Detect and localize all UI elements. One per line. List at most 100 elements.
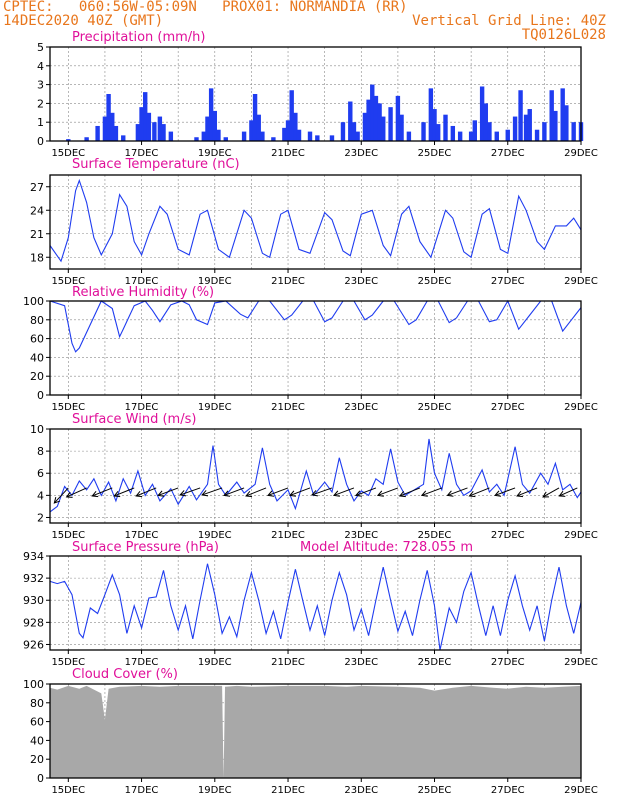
wind-arrow-shaft xyxy=(516,487,538,497)
pressure-xtick-label: 29DEC xyxy=(564,657,598,668)
cloud-cover-xtick-label: 27DEC xyxy=(491,785,525,796)
precipitation-bar xyxy=(542,122,547,141)
precipitation-bar xyxy=(168,131,174,141)
precipitation-bar xyxy=(560,88,565,141)
precipitation-bar xyxy=(494,131,499,141)
precipitation-bar xyxy=(135,124,141,141)
precipitation-bar xyxy=(571,122,576,141)
precipitation-bar xyxy=(285,120,291,141)
precipitation-bar xyxy=(348,101,353,141)
humidity-ytick-label: 20 xyxy=(30,370,44,383)
precipitation-xtick-label: 21DEC xyxy=(271,148,305,159)
humidity-ytick-label: 80 xyxy=(30,314,44,327)
precipitation-bar xyxy=(84,137,89,141)
precipitation-bar xyxy=(406,131,412,141)
precipitation-bar xyxy=(468,131,474,141)
cloud-cover-xtick-label: 17DEC xyxy=(125,785,159,796)
precipitation-bar xyxy=(329,135,335,141)
precipitation-title: Precipitation (mm/h) xyxy=(72,30,205,45)
precipitation-frame xyxy=(49,46,582,142)
precipitation-xtick-label: 23DEC xyxy=(344,148,378,159)
wind-xtick-label: 27DEC xyxy=(491,530,525,541)
precipitation-bar xyxy=(399,114,404,141)
precipitation-bar xyxy=(152,122,157,141)
precipitation-bar xyxy=(534,129,540,141)
precipitation-ytick-label: 5 xyxy=(37,41,44,54)
precipitation-bar xyxy=(366,99,371,141)
wind-arrow-head xyxy=(354,490,362,497)
wind-arrow-head xyxy=(179,490,187,497)
precipitation-bar xyxy=(282,127,287,141)
precipitation-bar xyxy=(351,122,357,141)
precipitation-bar xyxy=(293,112,298,141)
precipitation-bar xyxy=(340,122,346,141)
wind-arrow-shaft xyxy=(421,487,443,496)
precipitation-bar xyxy=(256,114,261,141)
precipitation-bar xyxy=(146,112,152,141)
pressure-line xyxy=(49,563,582,651)
temperature-xtick-label: 27DEC xyxy=(491,276,525,287)
humidity-xtick-label: 27DEC xyxy=(491,402,525,413)
humidity-xtick-label: 17DEC xyxy=(125,402,159,413)
humidity-frame xyxy=(49,300,582,396)
precipitation-bar xyxy=(512,116,518,141)
wind-arrow-head xyxy=(135,490,143,498)
wind-arrow-head xyxy=(65,491,73,498)
wind-xtick-label: 17DEC xyxy=(125,530,159,541)
precipitation-bar xyxy=(271,137,276,141)
temperature-line xyxy=(49,178,582,263)
precipitation-xtick-label: 29DEC xyxy=(564,148,598,159)
wind-arrow-head xyxy=(542,491,550,498)
precipitation-bar xyxy=(370,84,375,141)
pressure-ytick-label: 934 xyxy=(23,550,44,563)
precipitation-bar xyxy=(194,137,199,141)
humidity-ytick-label: 0 xyxy=(37,389,44,402)
precipitation-bar xyxy=(381,116,386,141)
precipitation-bar xyxy=(205,116,210,141)
humidity-ytick-label: 40 xyxy=(30,351,44,364)
wind-arrow-shaft xyxy=(447,487,468,496)
wind-xtick-label: 15DEC xyxy=(51,530,85,541)
precipitation-bar xyxy=(249,120,254,141)
wind-arrow-head xyxy=(223,490,231,497)
precipitation-bar xyxy=(241,131,247,141)
cloud-cover-ytick-label: 0 xyxy=(37,772,44,785)
pressure-xtick-label: 23DEC xyxy=(344,657,378,668)
wind-arrow-head xyxy=(332,490,340,497)
temperature-xtick-label: 19DEC xyxy=(198,276,232,287)
wind-arrow-shaft xyxy=(494,487,516,496)
wind-arrow-head xyxy=(53,496,61,504)
wind-arrow-shaft xyxy=(245,487,267,497)
precipitation-bar xyxy=(296,129,302,141)
temperature-xtick-label: 25DEC xyxy=(418,276,452,287)
humidity-ytick-label: 100 xyxy=(23,295,44,308)
pressure-ytick-label: 926 xyxy=(23,638,44,651)
precipitation-bar xyxy=(223,137,228,141)
precipitation-bar xyxy=(216,129,221,141)
temperature-frame xyxy=(49,174,582,270)
precipitation-bar xyxy=(373,95,379,141)
precipitation-bar xyxy=(523,114,529,141)
pressure-ytick-label: 930 xyxy=(23,594,44,607)
precipitation-bar xyxy=(161,124,166,141)
precipitation-xtick-label: 15DEC xyxy=(51,148,85,159)
precipitation-bar xyxy=(139,107,144,141)
wind-arrow-shaft xyxy=(399,487,421,497)
wind-arrow-head xyxy=(113,490,121,498)
wind-arrow-shaft xyxy=(289,487,311,496)
wind-xtick-label: 19DEC xyxy=(198,530,232,541)
precipitation-bar xyxy=(355,131,360,141)
precipitation-bar xyxy=(157,116,163,141)
precipitation-bar xyxy=(527,109,532,141)
wind-arrow-head xyxy=(201,490,209,497)
temperature-ytick-label: 24 xyxy=(30,204,44,217)
wind-arrow-head xyxy=(420,490,428,497)
pressure-frame xyxy=(49,555,582,651)
precipitation-bar xyxy=(428,88,434,141)
cloud-cover-ytick-label: 100 xyxy=(23,678,44,691)
cloud-cover-xtick-label: 29DEC xyxy=(564,785,598,796)
wind-arrow-head xyxy=(398,490,406,498)
precipitation-bar xyxy=(388,107,393,141)
cloud-cover-area xyxy=(50,685,581,778)
precipitation-bar xyxy=(315,135,320,141)
